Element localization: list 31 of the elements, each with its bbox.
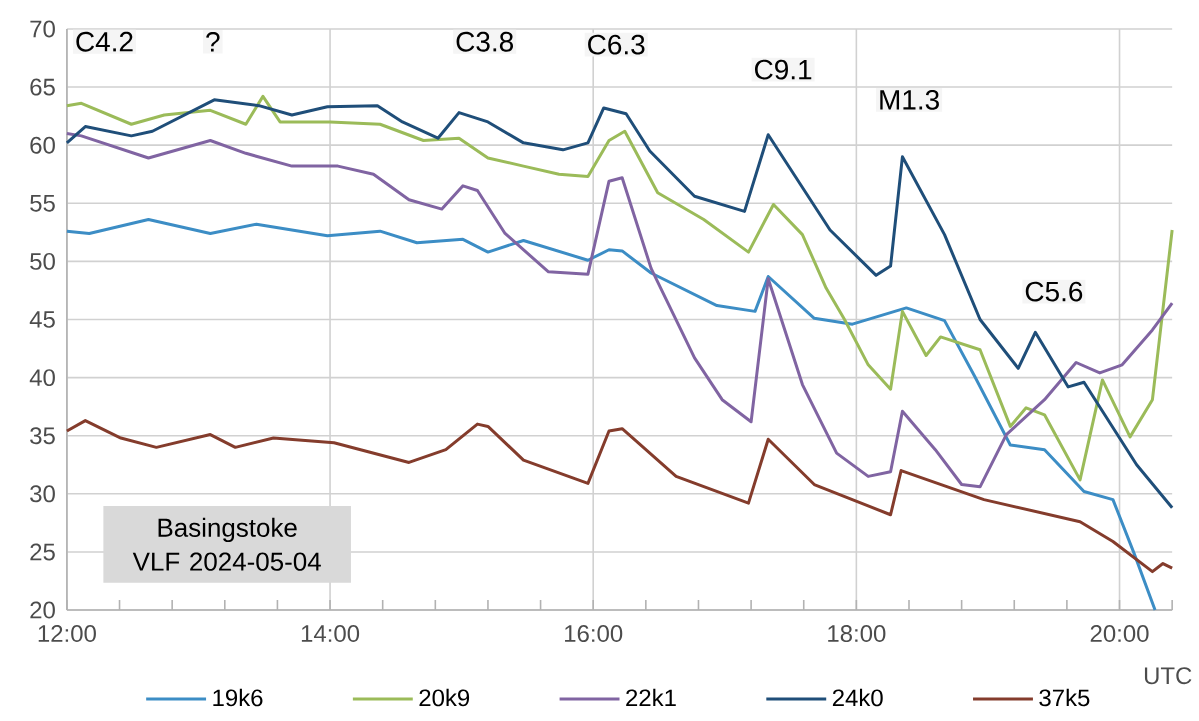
y-tick-label: 25 — [30, 543, 55, 561]
y-tick-label: 70 — [30, 20, 55, 38]
y-tick-label: 30 — [30, 485, 55, 503]
legend-label: 24k0 — [832, 688, 883, 707]
x-tick-label: 18:00 — [828, 625, 886, 643]
y-tick-label: 45 — [29, 311, 55, 328]
legend-label: 20k9 — [419, 688, 470, 707]
annotation: C5.6 — [1025, 281, 1083, 302]
y-tick-label: 40 — [29, 369, 55, 387]
y-tick-label: 55 — [30, 195, 55, 212]
y-tick-label: 20 — [30, 601, 55, 619]
x-tick-label: 12:00 — [38, 625, 96, 643]
legend-label: 37k5 — [1039, 688, 1090, 707]
line-series — [65, 419, 1174, 574]
annotation: C4.2 — [76, 31, 133, 52]
x-tick-label: 14:00 — [301, 625, 360, 643]
x-tick-label: 16:00 — [565, 625, 623, 643]
annotation: C6.3 — [588, 34, 645, 55]
y-tick-label: 60 — [30, 136, 55, 154]
annotation: C3.8 — [456, 31, 514, 52]
annotation: M1.3 — [880, 89, 939, 110]
y-tick-label: 35 — [30, 427, 55, 445]
y-tick-label: 50 — [30, 252, 55, 270]
legend-label: 19k6 — [213, 688, 263, 707]
annotation: ? — [206, 32, 220, 52]
x-axis-title: UTC — [1144, 667, 1192, 685]
legend-label: 22k1 — [626, 688, 676, 707]
y-tick-label: 65 — [30, 78, 55, 96]
annotation: C9.1 — [754, 59, 812, 80]
annotation: Basingstoke VLF 2024-05-04 — [132, 517, 321, 571]
x-tick-label: 20:00 — [1090, 625, 1149, 643]
